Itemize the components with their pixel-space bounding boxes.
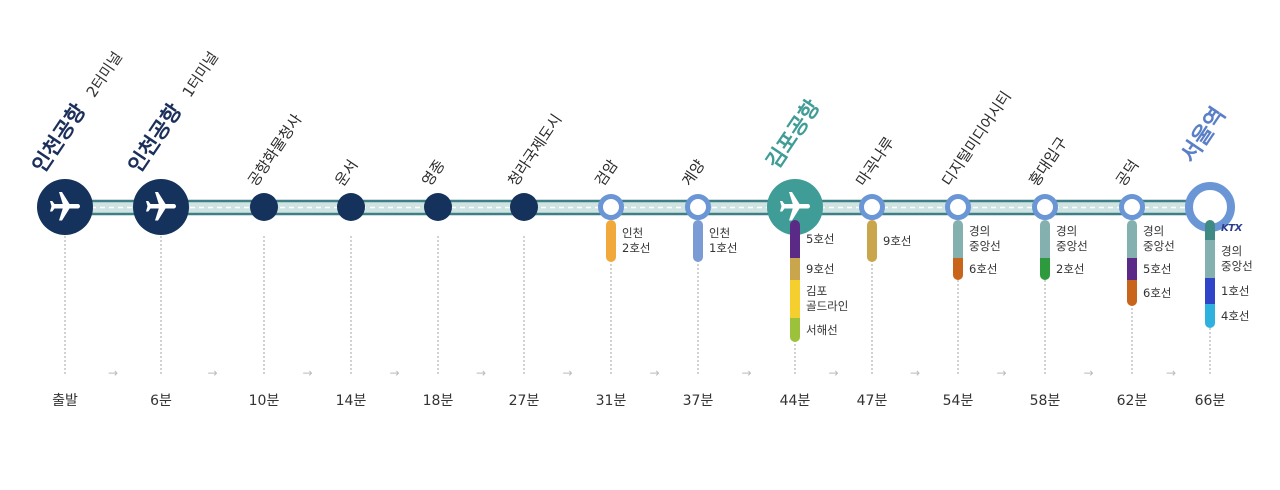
station-node — [424, 193, 452, 221]
arrow-right-icon: → — [475, 366, 487, 380]
transfer-node — [945, 194, 971, 220]
transfer-node — [685, 194, 711, 220]
dotted-leader — [610, 236, 612, 374]
transfer-line-bar — [1127, 258, 1137, 280]
dotted-leader — [957, 236, 959, 374]
dotted-leader — [1044, 236, 1046, 374]
travel-time: 출발 — [52, 393, 78, 409]
airplane-icon — [50, 192, 80, 221]
arrow-right-icon: → — [107, 366, 119, 380]
airplane-icon — [780, 192, 810, 221]
arrow-right-icon: → — [1165, 366, 1177, 380]
transfer-node — [859, 194, 885, 220]
transfer-line-label: 1호선 — [1221, 283, 1250, 298]
transfer-line-label: 9호선 — [806, 261, 835, 276]
arrow-right-icon: → — [207, 366, 218, 380]
transfer-line-bar — [790, 258, 800, 280]
travel-time: 31분 — [595, 393, 627, 409]
transfer-line-label: 2호선 — [1056, 261, 1085, 276]
dotted-leader — [437, 236, 439, 374]
arrow-right-icon: → — [302, 366, 313, 380]
transfer-line-label: 6호선 — [969, 261, 998, 276]
arrow-right-icon: → — [389, 366, 400, 380]
transfer-line-bar — [953, 220, 963, 258]
station-node — [250, 193, 278, 221]
transfer-node — [598, 194, 624, 220]
transfer-line-bar — [790, 280, 800, 318]
dotted-leader — [64, 236, 66, 374]
arrow-right-icon: → — [562, 366, 573, 380]
arrow-right-icon: → — [828, 366, 839, 380]
airplane-icon — [146, 192, 176, 221]
transfer-node — [1032, 194, 1058, 220]
travel-time: 37분 — [682, 393, 714, 409]
travel-time: 44분 — [779, 393, 811, 409]
travel-time: 47분 — [856, 393, 888, 409]
transfer-line-bar — [1205, 278, 1215, 304]
station-node — [337, 193, 365, 221]
travel-time: 58분 — [1029, 393, 1061, 409]
travel-time: 62분 — [1116, 393, 1148, 409]
transfer-line-bar — [1205, 240, 1215, 278]
arrow-right-icon: → — [1083, 366, 1094, 380]
transfer-line-bar — [606, 220, 616, 262]
travel-time: 54분 — [942, 393, 974, 409]
travel-time: 6분 — [150, 393, 172, 409]
transfer-line-label: 5호선 — [1143, 261, 1172, 276]
travel-time: 66분 — [1194, 393, 1226, 409]
transfer-line-label: 인천 1호선 — [709, 226, 738, 255]
transfer-line-label: 서해선 — [806, 322, 838, 337]
dotted-leader — [160, 236, 162, 374]
transfer-line-label: 김포 골드라인 — [806, 284, 849, 313]
travel-time: 27분 — [508, 393, 540, 409]
dotted-leader — [263, 236, 265, 374]
transfer-line-label: 4호선 — [1221, 308, 1250, 323]
transfer-line-bar — [1205, 220, 1215, 240]
travel-time: 18분 — [422, 393, 454, 409]
travel-time: 14분 — [335, 393, 367, 409]
transfer-line-bar — [790, 318, 800, 342]
transfer-line-label: 6호선 — [1143, 285, 1172, 300]
transfer-line-bar — [693, 220, 703, 262]
arrow-right-icon: → — [649, 366, 660, 380]
travel-time: 10분 — [248, 393, 280, 409]
transfer-line-label: 경의 중앙선 — [1143, 224, 1175, 253]
arrow-right-icon: → — [741, 366, 752, 380]
transfer-line-bar — [790, 220, 800, 258]
dotted-leader — [523, 236, 525, 374]
arrow-right-icon: → — [909, 366, 921, 380]
transfer-line-bar — [1205, 304, 1215, 328]
transfer-line-bar — [1040, 220, 1050, 258]
transfer-line-label: 인천 2호선 — [622, 226, 651, 255]
transfer-line-label: 9호선 — [883, 233, 912, 248]
airport-node — [37, 179, 93, 235]
transfer-line-label: 5호선 — [806, 231, 835, 246]
airport-node — [133, 179, 189, 235]
dotted-leader — [350, 236, 352, 374]
transfer-line-label: 경의 중앙선 — [969, 224, 1001, 253]
transfer-node — [1119, 194, 1145, 220]
ktx-logo: KTX — [1221, 222, 1242, 234]
transfer-line-bar — [1040, 258, 1050, 280]
station-node — [510, 193, 538, 221]
arrow-right-icon: → — [996, 366, 1007, 380]
transfer-line-bar — [867, 220, 877, 262]
dotted-leader — [697, 236, 699, 374]
dotted-leader — [871, 236, 873, 374]
transfer-line-bar — [953, 258, 963, 280]
transfer-line-label: 경의 중앙선 — [1056, 224, 1088, 253]
transfer-line-label: 경의 중앙선 — [1221, 244, 1253, 273]
transfer-line-bar — [1127, 220, 1137, 258]
transfer-line-bar — [1127, 280, 1137, 306]
